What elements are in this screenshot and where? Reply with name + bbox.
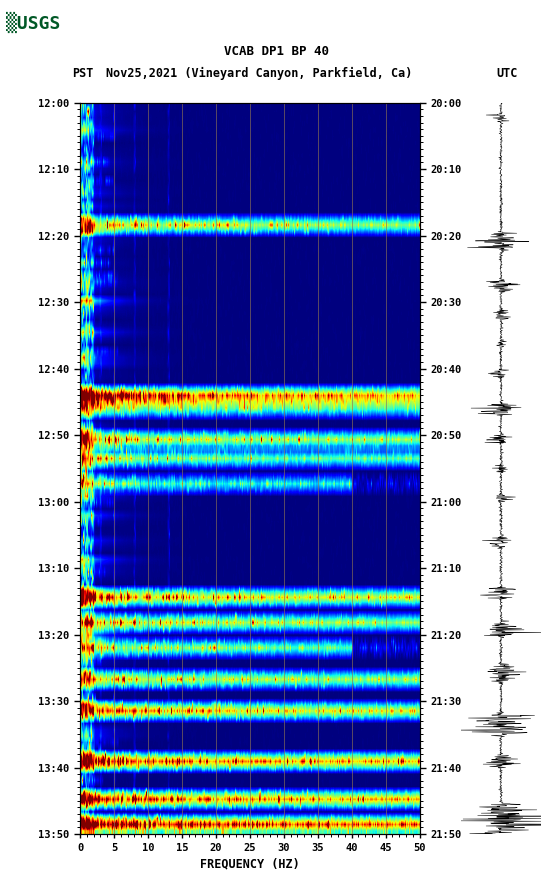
- Text: UTC: UTC: [497, 67, 518, 80]
- X-axis label: FREQUENCY (HZ): FREQUENCY (HZ): [200, 857, 300, 871]
- Text: Nov25,2021 (Vineyard Canyon, Parkfield, Ca): Nov25,2021 (Vineyard Canyon, Parkfield, …: [106, 67, 413, 80]
- Text: ▒USGS: ▒USGS: [6, 12, 60, 33]
- Text: PST: PST: [72, 67, 93, 80]
- Text: VCAB DP1 BP 40: VCAB DP1 BP 40: [224, 45, 328, 58]
